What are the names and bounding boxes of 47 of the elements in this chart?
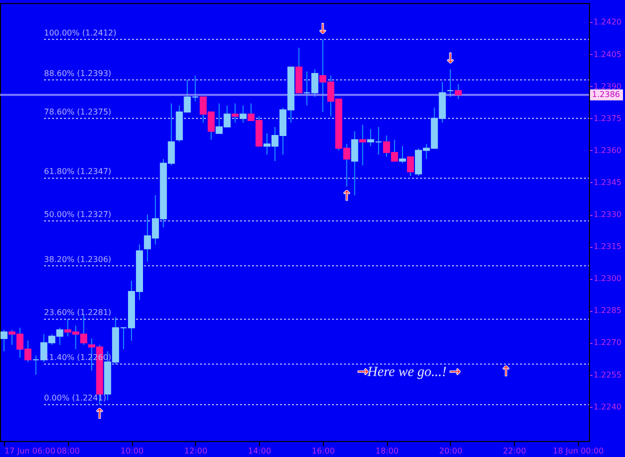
ref-line-label: 61.80% (1.2347) — [44, 167, 112, 176]
y-tick-label: 1.2285 — [594, 306, 622, 316]
annotation: → — [449, 364, 462, 380]
candlestick — [446, 68, 454, 98]
candlestick — [398, 146, 406, 164]
y-tick-label: 1.2360 — [594, 146, 622, 155]
candlestick — [454, 84, 462, 100]
ref-line-label: 78.60% (1.2375) — [44, 107, 112, 116]
y-tick-label: 1.2390 — [594, 82, 622, 91]
x-tick-label: 18:00 — [376, 446, 399, 456]
y-tick-label: 1.2330 — [594, 210, 622, 220]
x-tick-label: 22:00 — [503, 446, 526, 456]
x-tick-label: 10:00 — [120, 446, 144, 456]
annotation: ↓ — [444, 51, 456, 68]
annotation: ↓ — [316, 21, 329, 38]
ref-line-label: 88.60% (1.2393) — [44, 68, 112, 78]
y-tick-label: 1.2240 — [594, 402, 622, 412]
x-tick-label: 20:00 — [439, 446, 462, 456]
ref-line-label: 50.00% (1.2327) — [44, 210, 112, 219]
annotation: ↑ — [340, 188, 353, 205]
x-tick-label: 08:00 — [56, 446, 80, 456]
candlestick — [359, 124, 366, 166]
candlestick — [351, 130, 358, 196]
x-tick-label: 16:00 — [312, 446, 335, 456]
ref-line-label: 1.2386 — [592, 90, 620, 99]
ref-line-label: 38.20% (1.2306) — [44, 254, 112, 264]
candlestick — [406, 156, 414, 177]
y-tick-label: 1.2255 — [594, 370, 622, 380]
y-tick-label: 1.2420 — [594, 18, 622, 27]
candlestick — [232, 102, 239, 124]
candlestick — [0, 329, 8, 352]
y-tick-label: 1.2375 — [594, 114, 622, 123]
y-tick-label: 1.2270 — [594, 338, 622, 348]
ref-line-label: 100.00% (1.2412) — [44, 28, 116, 38]
x-tick-label: 18 Jun 00:00 — [552, 446, 604, 456]
y-tick-label: 1.2315 — [594, 242, 622, 252]
candlestick — [240, 105, 247, 124]
annotation: Here we go...! — [366, 365, 447, 380]
x-tick-label: 12:00 — [184, 446, 208, 456]
ref-line-label: 23.60% (1.2281) — [44, 308, 112, 318]
y-tick-label: 1.2345 — [594, 178, 622, 187]
annotation: ↑ — [500, 364, 512, 380]
x-tick-label: 14:00 — [248, 446, 272, 456]
annotation: ↑ — [94, 406, 106, 423]
y-tick-label: 1.2300 — [594, 274, 622, 284]
x-tick-label: 17 Jun 06:00 — [4, 446, 56, 456]
y-tick-label: 1.2405 — [594, 50, 622, 59]
